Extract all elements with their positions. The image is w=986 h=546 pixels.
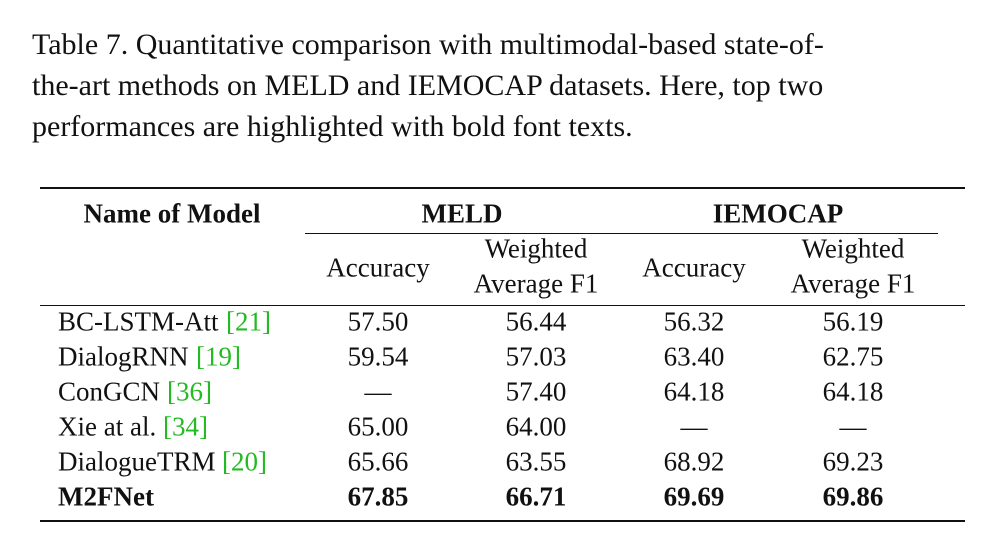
cell-value: 59.54 xyxy=(347,341,409,372)
row-name: DialogRNN xyxy=(58,341,189,372)
cell-value: 65.66 xyxy=(347,446,409,477)
group-rule xyxy=(305,233,938,234)
column-header: Accuracy xyxy=(642,252,746,283)
row-name: M2FNet xyxy=(58,481,154,512)
cell-value: 63.40 xyxy=(663,341,725,372)
top-rule xyxy=(40,187,965,189)
cell-value: 64.18 xyxy=(822,376,884,407)
caption-line: the-art methods on MELD and IEMOCAP data… xyxy=(32,69,824,102)
cell-value: — xyxy=(680,411,708,442)
bottom-rule xyxy=(40,520,965,522)
citation: [36] xyxy=(167,376,212,407)
cell-value: 69.86 xyxy=(822,481,884,512)
caption-line: Table 7. Quantitative comparison with mu… xyxy=(32,28,824,61)
cell-value: 56.44 xyxy=(505,306,567,337)
citation: [21] xyxy=(226,306,271,337)
cell-value: 56.32 xyxy=(663,306,725,337)
column-header: Weighted xyxy=(484,233,588,264)
citation: [19] xyxy=(196,341,241,372)
cell-value: 69.23 xyxy=(822,446,884,477)
header-name: Name of Model xyxy=(83,198,261,229)
row-name: Xie at al. xyxy=(58,411,157,442)
cell-value: 57.03 xyxy=(505,341,567,372)
cell-value: — xyxy=(839,411,867,442)
row-name: DialogueTRM xyxy=(58,446,216,477)
row-name: BC-LSTM-Att xyxy=(58,306,219,337)
citation: [20] xyxy=(222,446,267,477)
column-header: Accuracy xyxy=(326,252,430,283)
group-header: IEMOCAP xyxy=(712,198,844,229)
cell-value: 67.85 xyxy=(347,481,409,512)
cell-value: 64.18 xyxy=(663,376,725,407)
cell-value: 62.75 xyxy=(822,341,884,372)
cell-value: 66.71 xyxy=(505,481,567,512)
row-name: ConGCN xyxy=(58,376,161,407)
cell-value: 56.19 xyxy=(822,306,884,337)
cell-value: 64.00 xyxy=(505,411,567,442)
cell-value: 57.40 xyxy=(505,376,567,407)
citation: [34] xyxy=(163,411,208,442)
group-header: MELD xyxy=(421,198,503,229)
header-rule xyxy=(40,305,965,306)
caption-line: performances are highlighted with bold f… xyxy=(32,110,633,143)
column-header: Average F1 xyxy=(473,268,599,299)
cell-value: 69.69 xyxy=(663,481,725,512)
cell-value: 57.50 xyxy=(347,306,409,337)
cell-value: 68.92 xyxy=(663,446,725,477)
cell-value: 65.00 xyxy=(347,411,409,442)
cell-value: 63.55 xyxy=(505,446,567,477)
cell-value: — xyxy=(364,376,392,407)
column-header: Weighted xyxy=(801,233,905,264)
column-header: Average F1 xyxy=(790,268,916,299)
